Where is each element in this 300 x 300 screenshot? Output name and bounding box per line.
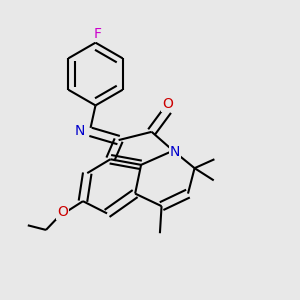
Text: N: N [74, 124, 85, 138]
Text: N: N [169, 145, 180, 159]
Text: O: O [57, 205, 68, 219]
Text: O: O [162, 98, 173, 111]
Text: F: F [93, 27, 101, 41]
